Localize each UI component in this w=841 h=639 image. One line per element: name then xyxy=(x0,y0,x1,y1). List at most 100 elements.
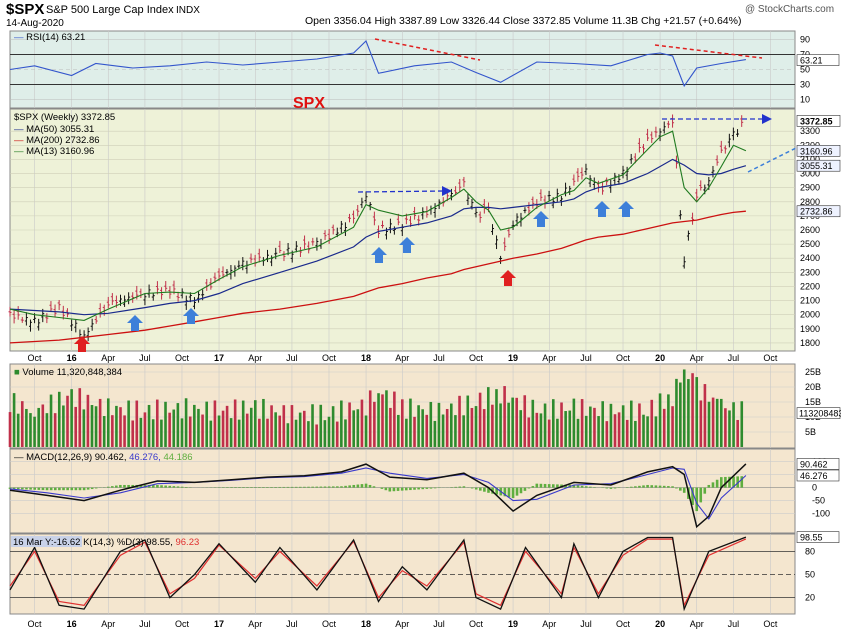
price-tick-label: 2600 xyxy=(800,225,820,235)
macd-histogram-bar xyxy=(699,488,702,503)
volume-bar xyxy=(185,398,188,447)
volume-bar xyxy=(622,405,625,447)
macd-histogram-bar xyxy=(91,488,94,489)
macd-histogram-bar xyxy=(646,485,649,488)
macd-histogram-bar xyxy=(181,487,184,488)
volume-bar xyxy=(315,424,318,447)
macd-legend-part: — xyxy=(14,452,26,463)
macd-histogram-bar xyxy=(352,485,355,488)
volume-bar xyxy=(291,405,294,447)
volume-bar xyxy=(381,394,384,447)
volume-bar xyxy=(95,406,98,447)
macd-histogram-bar xyxy=(115,486,118,488)
macd-histogram-bar xyxy=(320,487,323,488)
macd-histogram-bar xyxy=(311,487,314,488)
price-value-label: 3372.85 xyxy=(800,116,833,126)
volume-bar xyxy=(164,402,167,447)
volume-bar xyxy=(585,416,588,447)
macd-histogram-bar xyxy=(659,486,662,488)
price-x-tick-label: 20 xyxy=(655,353,665,363)
volume-bar xyxy=(503,386,506,447)
volume-bar xyxy=(732,402,735,447)
macd-histogram-bar xyxy=(283,487,286,488)
volume-bar xyxy=(307,421,310,447)
price-x-tick-label: Apr xyxy=(395,353,409,363)
macd-histogram-bar xyxy=(357,485,360,488)
price-x-tick-label: Oct xyxy=(469,353,484,363)
volume-bar xyxy=(66,396,69,447)
price-x-tick-label: Oct xyxy=(322,353,337,363)
volume-bar xyxy=(438,403,441,447)
volume-bar xyxy=(740,401,743,447)
volume-bar xyxy=(328,417,331,447)
volume-bar xyxy=(258,419,261,447)
stoch-legend-part: 96.23 xyxy=(175,537,199,548)
macd-histogram-bar xyxy=(548,484,551,487)
volume-bar xyxy=(667,394,670,447)
volume-bar xyxy=(37,408,40,447)
macd-histogram-bar xyxy=(642,485,645,487)
volume-bar xyxy=(29,413,32,447)
stoch-current-label: 98.55 xyxy=(800,533,823,543)
volume-bar xyxy=(491,405,494,447)
macd-histogram-bar xyxy=(238,487,241,488)
volume-bar xyxy=(205,402,208,447)
volume-bar xyxy=(556,419,559,447)
macd-histogram-bar xyxy=(287,487,290,488)
volume-bar xyxy=(393,392,396,447)
macd-histogram-bar xyxy=(544,484,547,488)
volume-bar xyxy=(618,412,621,447)
volume-bar xyxy=(373,402,376,447)
volume-bar xyxy=(107,398,110,447)
volume-bar xyxy=(597,416,600,447)
price-x-tick-label: Jul xyxy=(728,353,740,363)
volume-bar xyxy=(691,373,694,447)
volume-bar xyxy=(589,407,592,447)
macd-histogram-bar xyxy=(254,487,257,488)
macd-histogram-bar xyxy=(29,488,32,490)
stoch-tick-label: 20 xyxy=(805,593,815,603)
volume-bar xyxy=(650,400,653,447)
stoch-tick-label: 50 xyxy=(805,570,815,580)
spx-annotation: SPX xyxy=(293,95,325,112)
volume-bar xyxy=(222,411,225,447)
macd-histogram-bar xyxy=(111,486,114,487)
macd-histogram-bar xyxy=(250,487,253,488)
volume-bar xyxy=(409,399,412,447)
volume-bar xyxy=(242,401,245,447)
volume-bar xyxy=(246,414,249,447)
macd-histogram-bar xyxy=(123,485,126,488)
volume-bar xyxy=(646,416,649,447)
macd-histogram-bar xyxy=(234,487,237,488)
price-x-tick-label: Apr xyxy=(101,353,115,363)
volume-bar xyxy=(548,420,551,447)
volume-bar xyxy=(115,406,118,447)
volume-bar xyxy=(311,404,314,447)
bottom-x-tick-label: Apr xyxy=(690,619,704,629)
macd-histogram-bar xyxy=(242,487,245,488)
macd-histogram-bar xyxy=(671,486,674,487)
volume-bar xyxy=(168,413,171,447)
volume-bar xyxy=(720,399,723,447)
macd-histogram-bar xyxy=(712,482,715,487)
ohlc-readout: Open 3356.04 High 3387.89 Low 3326.44 Cl… xyxy=(305,15,741,27)
macd-histogram-bar xyxy=(716,480,719,488)
date-label: 14-Aug-2020 xyxy=(6,18,64,29)
price-tick-label: 2200 xyxy=(800,281,820,291)
volume-bar xyxy=(606,421,609,447)
price-x-tick-label: Apr xyxy=(248,353,262,363)
volume-tick-label: 25B xyxy=(805,367,821,377)
bottom-x-tick-label: Apr xyxy=(248,619,262,629)
price-x-tick-label: Oct xyxy=(763,353,778,363)
volume-bar xyxy=(700,400,703,447)
macd-tick-label: 0 xyxy=(812,483,817,493)
macd-histogram-bar xyxy=(675,488,678,489)
macd-histogram-bar xyxy=(291,487,294,488)
bottom-x-tick-label: 19 xyxy=(508,619,518,629)
volume-bar xyxy=(238,420,241,447)
volume-bar xyxy=(519,410,522,447)
volume-bar xyxy=(430,402,433,447)
volume-bar xyxy=(274,412,277,447)
macd-histogram-bar xyxy=(655,485,658,487)
